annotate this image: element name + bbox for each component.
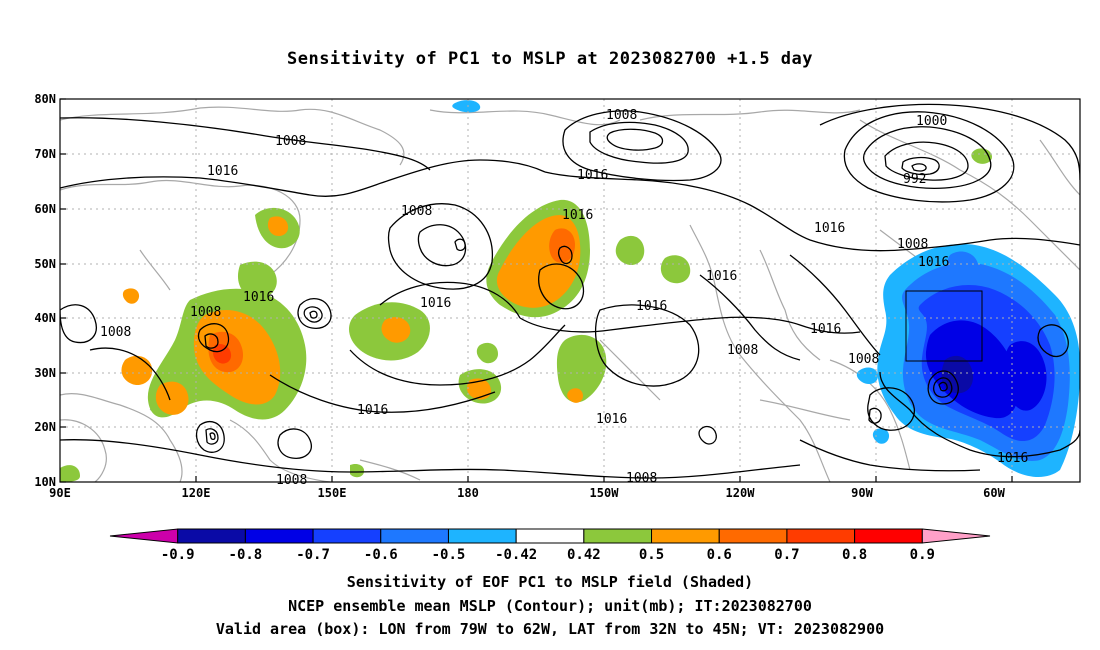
lon-label: 90E: [49, 486, 71, 500]
colorbar-label: 0.8: [842, 547, 867, 563]
lat-label: 60N: [34, 202, 56, 216]
colorbar-segment: [381, 529, 449, 543]
contour-label: 1016: [357, 403, 388, 418]
contour-label: 1008: [401, 204, 432, 219]
colorbar-label: -0.5: [432, 547, 466, 563]
contour-label: 1016: [918, 255, 949, 270]
colorbar-segment: [448, 529, 516, 543]
caption-line-1: Sensitivity of EOF PC1 to MSLP field (Sh…: [0, 573, 1100, 591]
caption-line-3: Valid area (box): LON from 79W to 62W, L…: [0, 620, 1100, 638]
contour-label: 1016: [814, 221, 845, 236]
colorbar-arrow-high: [922, 529, 990, 543]
lon-label: 180: [457, 486, 479, 500]
lat-label: 80N: [34, 92, 56, 106]
colorbar-label: 0.7: [774, 547, 799, 563]
longitude-labels: 90E 120E 150E 180 150W 120W 90W 60W: [49, 486, 1005, 500]
lat-label: 30N: [34, 366, 56, 380]
contour-label: 992: [903, 172, 926, 187]
lon-label: 120W: [726, 486, 756, 500]
contour-label: 1016: [997, 451, 1028, 466]
contour-label: 1008: [727, 343, 758, 358]
colorbar-label: 0.5: [639, 547, 664, 563]
lon-label: 90W: [851, 486, 873, 500]
contour-label: 1016: [810, 322, 841, 337]
colorbar-label: -0.8: [229, 547, 263, 563]
contour-label: 1000: [916, 114, 947, 129]
contour-label: 1016: [706, 269, 737, 284]
lon-label: 60W: [983, 486, 1005, 500]
contour-label: 1016: [596, 412, 627, 427]
colorbar-label: -0.7: [296, 547, 330, 563]
lat-label: 40N: [34, 311, 56, 325]
colorbar-segment: [516, 529, 584, 543]
contour-label: 1016: [207, 164, 238, 179]
contour-label: 1008: [897, 237, 928, 252]
contour-label: 1016: [243, 290, 274, 305]
contour-label: 1008: [100, 325, 131, 340]
latitude-labels: 80N 70N 60N 50N 40N 30N 20N 10N: [34, 92, 56, 489]
colorbar-label: 0.42: [567, 547, 601, 563]
colorbar-segment: [719, 529, 787, 543]
colorbar-label: -0.42: [495, 547, 537, 563]
colorbar-segment: [178, 529, 246, 543]
contour-label: 1008: [190, 305, 221, 320]
contour-label: 1016: [577, 168, 608, 183]
contour-label: 1008: [275, 134, 306, 149]
contour-label: 1008: [848, 352, 879, 367]
colorbar-segment: [245, 529, 313, 543]
lat-label: 70N: [34, 147, 56, 161]
contour-label: 1008: [276, 473, 307, 488]
colorbar-label: -0.9: [161, 547, 195, 563]
lon-label: 150E: [318, 486, 347, 500]
colorbar-label: 0.6: [707, 547, 732, 563]
lon-label: 150W: [590, 486, 620, 500]
contour-label: 1016: [636, 299, 667, 314]
colorbar-arrow-low: [110, 529, 178, 543]
colorbar: -0.9 -0.8 -0.7 -0.6 -0.5 -0.42 0.42 0.5 0.6 0.7 0.…: [110, 529, 990, 563]
colorbar-segment: [652, 529, 720, 543]
colorbar-label: -0.6: [364, 547, 398, 563]
lat-label: 50N: [34, 257, 56, 271]
colorbar-segment: [584, 529, 652, 543]
caption-line-2: NCEP ensemble mean MSLP (Contour); unit(…: [0, 597, 1100, 615]
colorbar-segment: [313, 529, 381, 543]
lat-label: 20N: [34, 420, 56, 434]
lon-label: 120E: [182, 486, 211, 500]
contour-label: 1008: [606, 108, 637, 123]
contour-label: 1008: [626, 471, 657, 486]
colorbar-label: 0.9: [910, 547, 935, 563]
contour-label: 1016: [562, 208, 593, 223]
sensitivity-map: 1008 1016 1008 1016 1008 1016 1000 992 1…: [0, 0, 1100, 650]
colorbar-segment: [787, 529, 855, 543]
colorbar-segment: [855, 529, 923, 543]
